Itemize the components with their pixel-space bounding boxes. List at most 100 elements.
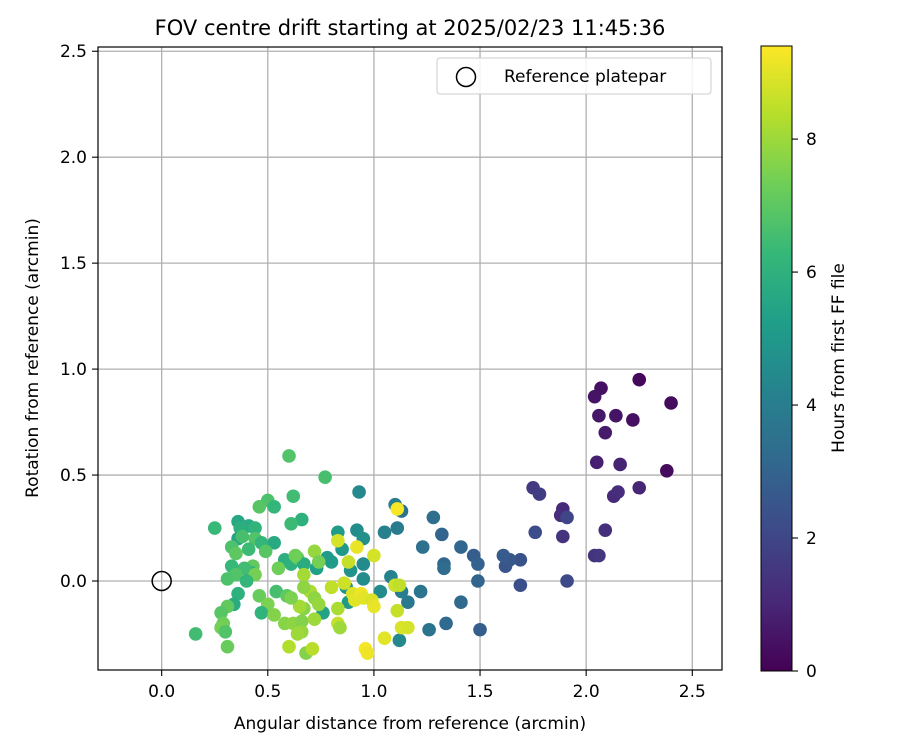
y-axis-label: Rotation from reference (arcmin) xyxy=(23,218,43,498)
legend-box xyxy=(436,57,712,95)
y-tick-label: 0.5 xyxy=(60,466,87,486)
y-tick-label: 0.0 xyxy=(60,572,87,592)
scatter-point xyxy=(307,612,322,626)
scatter-point xyxy=(626,413,640,427)
scatter-point xyxy=(294,614,309,629)
scatter-point xyxy=(437,561,451,576)
scatter-point xyxy=(258,544,273,559)
scatter-point xyxy=(513,553,528,567)
scatter-point xyxy=(587,389,602,404)
scatter-point xyxy=(294,512,309,527)
scatter-point xyxy=(284,591,298,605)
scatter-point xyxy=(426,510,441,525)
scatter-point xyxy=(254,605,269,620)
scatter-point xyxy=(333,620,347,635)
scatter-point xyxy=(269,584,284,599)
x-tick-label: 0.5 xyxy=(254,682,281,702)
scatter-point xyxy=(188,627,203,641)
scatter-point xyxy=(598,425,613,440)
scatter-point xyxy=(290,627,305,641)
y-axis-ticks: 0.0 0.5 1.0 1.5 2.0 2.5 xyxy=(60,42,98,592)
scatter-point xyxy=(235,529,250,544)
scatter-point xyxy=(286,489,301,504)
scatter-point xyxy=(471,557,485,571)
scatter-points xyxy=(188,372,678,660)
scatter-point xyxy=(392,633,407,648)
scatter-point xyxy=(305,642,320,656)
scatter-point xyxy=(415,540,430,554)
colorbar-bar xyxy=(760,45,793,672)
y-tick-label: 2.5 xyxy=(60,42,87,62)
colorbar-tick-label: 4 xyxy=(806,396,817,416)
legend: Reference platepar xyxy=(436,57,712,95)
scatter-point xyxy=(324,580,339,595)
scatter-point xyxy=(214,605,228,620)
scatter-point xyxy=(284,516,298,531)
scatter-point xyxy=(352,485,366,499)
chart-title: FOV centre drift starting at 2025/02/23 … xyxy=(155,16,666,40)
y-tick-label: 2.0 xyxy=(60,148,87,168)
scatter-point xyxy=(248,521,262,535)
scatter-point xyxy=(331,601,345,616)
scatter-point xyxy=(473,622,487,637)
scatter-point xyxy=(528,525,543,540)
scatter-point xyxy=(292,599,307,614)
reference-platepar-marker xyxy=(151,570,172,592)
scatter-point xyxy=(532,487,547,501)
scatter-point xyxy=(231,586,245,601)
scatter-point xyxy=(392,578,407,593)
scatter-point xyxy=(318,470,332,484)
x-tick-label: 1.5 xyxy=(467,682,494,702)
legend-label: Reference platepar xyxy=(504,67,666,87)
scatter-point xyxy=(401,595,415,609)
scatter-point xyxy=(282,449,296,463)
x-tick-label: 0.0 xyxy=(148,682,175,702)
scatter-point xyxy=(297,580,311,595)
scatter-point xyxy=(454,540,468,554)
plot-area: 0.0 0.5 1.0 1.5 2.0 2.5 0.0 0.5 1.0 1.5 2.0 2.5 Re… xyxy=(60,42,723,702)
scatter-point xyxy=(609,408,623,423)
scatter-point xyxy=(337,576,352,590)
scatter-point xyxy=(592,408,606,423)
x-tick-label: 2.0 xyxy=(573,682,600,702)
scatter-point xyxy=(267,500,281,514)
scatter-point xyxy=(341,555,356,569)
grid-lines-y xyxy=(98,50,722,582)
scatter-point xyxy=(560,574,574,588)
scatter-point xyxy=(267,536,281,550)
scatter-point xyxy=(422,622,436,637)
scatter-point xyxy=(350,540,364,554)
scatter-point xyxy=(401,620,415,635)
scatter-point xyxy=(390,603,405,618)
x-tick-label: 1.0 xyxy=(360,682,387,702)
scatter-point xyxy=(252,500,267,514)
legend-marker-icon xyxy=(455,66,477,88)
colorbar-ticks: 0 2 4 6 8 xyxy=(792,130,817,682)
scatter-point xyxy=(413,584,428,599)
y-tick-label: 1.5 xyxy=(60,254,87,274)
scatter-point xyxy=(373,584,388,599)
scatter-point xyxy=(271,561,286,576)
scatter-point xyxy=(390,521,405,535)
scatter-point xyxy=(360,646,375,660)
colorbar-tick-label: 2 xyxy=(806,529,817,549)
scatter-point xyxy=(297,567,311,582)
scatter-point xyxy=(241,542,256,557)
colorbar-tick-label: 0 xyxy=(806,662,817,682)
scatter-point xyxy=(664,396,678,410)
scatter-point xyxy=(229,546,243,561)
scatter-point xyxy=(367,599,381,614)
axes-frame xyxy=(97,46,723,671)
scatter-point xyxy=(220,572,235,586)
scatter-point xyxy=(435,527,449,542)
scatter-point xyxy=(632,372,647,387)
scatter-point xyxy=(267,608,281,622)
scatter-point xyxy=(282,639,296,654)
scatter-point xyxy=(377,525,392,540)
scatter-point xyxy=(613,457,627,472)
scatter-point xyxy=(560,510,574,525)
scatter-point xyxy=(611,485,625,499)
scatter-point xyxy=(496,548,511,563)
scatter-point xyxy=(207,521,222,535)
x-axis-ticks: 0.0 0.5 1.0 1.5 2.0 2.5 xyxy=(148,670,706,702)
